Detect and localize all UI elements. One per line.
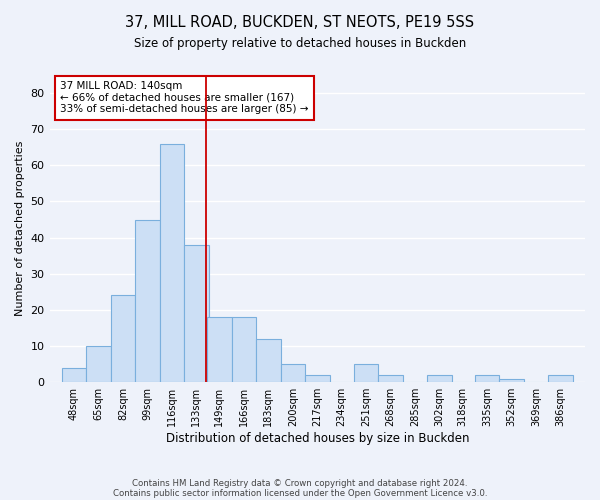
Text: Size of property relative to detached houses in Buckden: Size of property relative to detached ho… (134, 38, 466, 51)
Bar (499, 378, 524, 382)
Bar (379, 375, 403, 382)
Y-axis label: Number of detached properties: Number of detached properties (15, 141, 25, 316)
Bar (475, 375, 499, 382)
Bar (135, 220, 160, 382)
Bar (427, 375, 452, 382)
Bar (111, 296, 135, 382)
Text: 37 MILL ROAD: 140sqm
← 66% of detached houses are smaller (167)
33% of semi-deta: 37 MILL ROAD: 140sqm ← 66% of detached h… (60, 81, 309, 114)
Bar (207, 317, 232, 382)
Bar (62, 368, 86, 382)
Text: 37, MILL ROAD, BUCKDEN, ST NEOTS, PE19 5SS: 37, MILL ROAD, BUCKDEN, ST NEOTS, PE19 5… (125, 15, 475, 30)
Bar (160, 144, 184, 382)
Text: Contains public sector information licensed under the Open Government Licence v3: Contains public sector information licen… (113, 488, 487, 498)
Bar (305, 375, 329, 382)
Bar (354, 364, 379, 382)
Bar (281, 364, 305, 382)
Bar (256, 339, 281, 382)
Bar (184, 245, 209, 382)
Bar (86, 346, 111, 382)
Bar (232, 317, 256, 382)
Bar (548, 375, 573, 382)
X-axis label: Distribution of detached houses by size in Buckden: Distribution of detached houses by size … (166, 432, 469, 445)
Text: Contains HM Land Registry data © Crown copyright and database right 2024.: Contains HM Land Registry data © Crown c… (132, 478, 468, 488)
